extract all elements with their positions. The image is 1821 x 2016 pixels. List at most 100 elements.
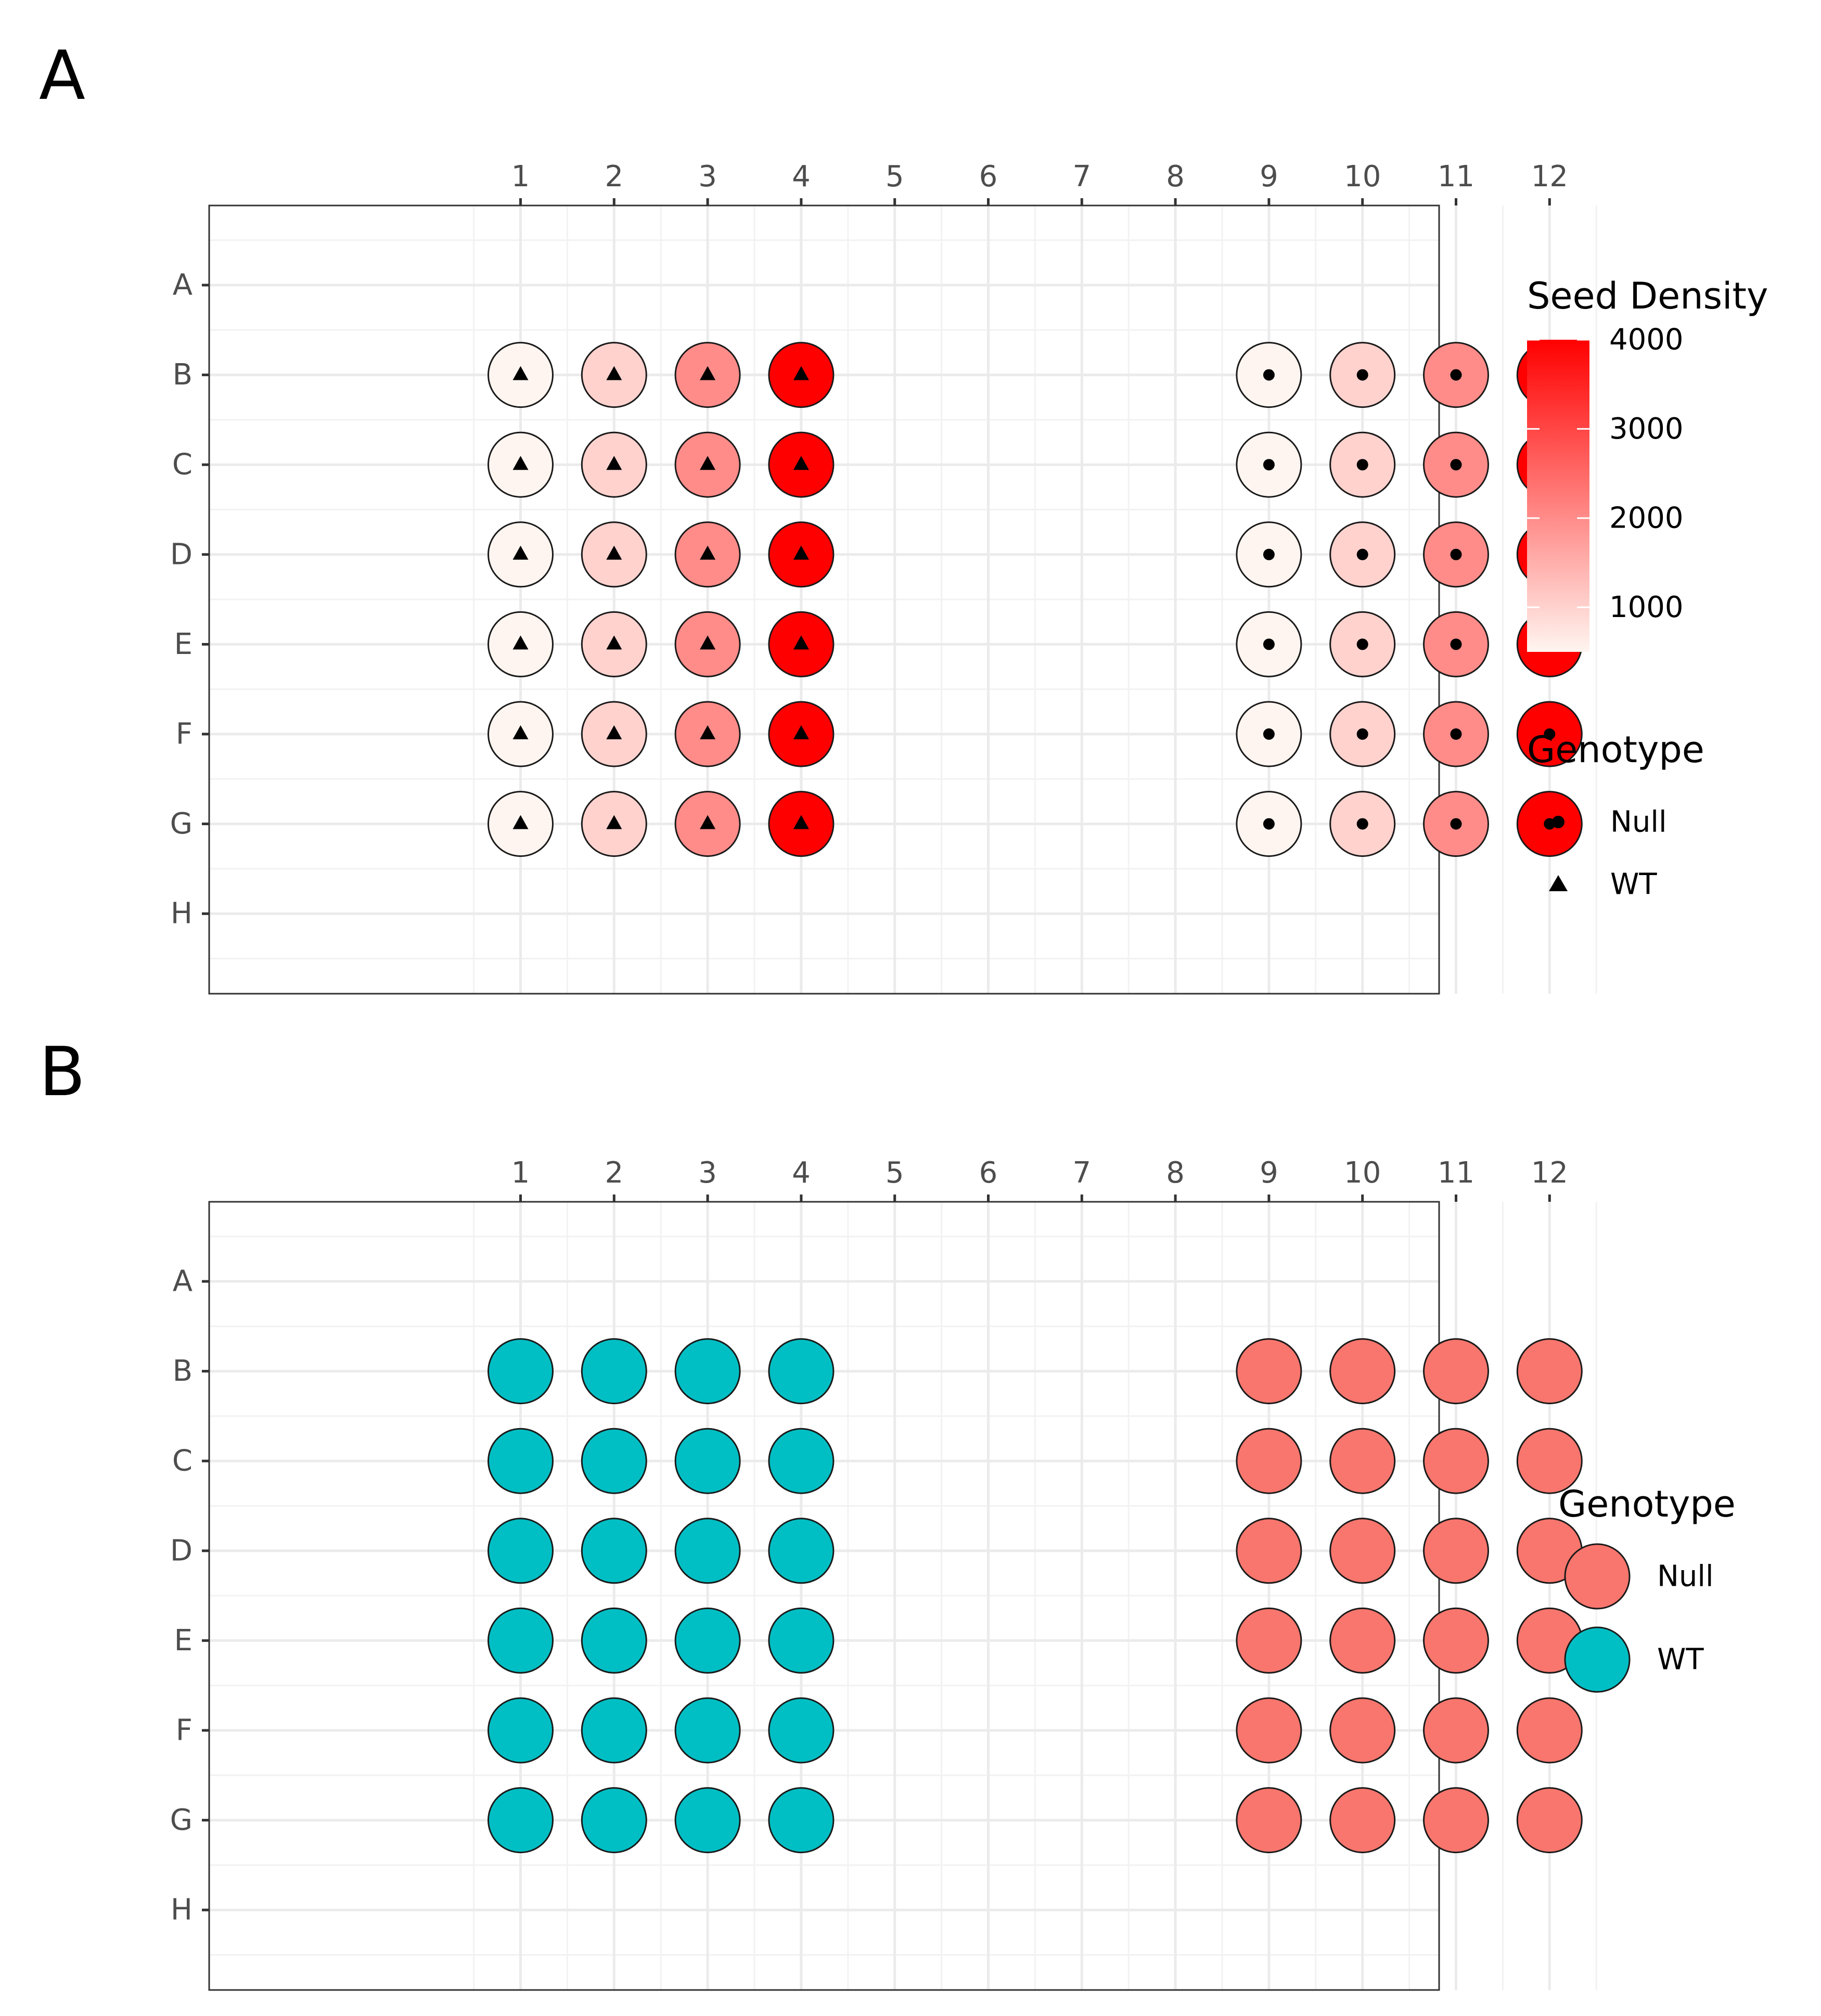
well-F12 bbox=[1516, 1697, 1583, 1764]
well-C3 bbox=[674, 1428, 741, 1494]
genotype-triangle-marker bbox=[606, 545, 622, 560]
well-F9 bbox=[1236, 1697, 1302, 1764]
genotype-triangle-marker bbox=[606, 366, 622, 380]
genotype-triangle-marker bbox=[606, 456, 622, 470]
y-tick-label: B bbox=[173, 1354, 193, 1388]
genotype-triangle-marker bbox=[793, 545, 809, 560]
genotype-triangle-marker bbox=[793, 366, 809, 380]
well-E3 bbox=[674, 1607, 741, 1674]
legend-key-wt bbox=[1564, 1626, 1631, 1693]
y-tick-label: D bbox=[170, 537, 193, 571]
y-tick-label: H bbox=[171, 1893, 193, 1927]
well-C12 bbox=[1516, 1428, 1583, 1494]
y-tick-label: D bbox=[170, 1534, 193, 1568]
well-G9 bbox=[1236, 1787, 1302, 1854]
well-B9 bbox=[1236, 1338, 1302, 1405]
x-tick-label: 3 bbox=[698, 1156, 717, 1190]
legend-title: Genotype bbox=[1527, 728, 1704, 771]
genotype-triangle-marker bbox=[512, 366, 529, 380]
legend-wt-triangle-key bbox=[1549, 875, 1568, 891]
genotype-triangle-marker bbox=[512, 815, 529, 829]
x-tick-label: 1 bbox=[511, 1156, 530, 1190]
x-tick-label: 9 bbox=[1260, 1156, 1278, 1190]
x-tick-label: 12 bbox=[1531, 160, 1568, 194]
y-tick-label: G bbox=[170, 1803, 193, 1837]
well-E2 bbox=[581, 1607, 647, 1674]
well-G3 bbox=[674, 1787, 741, 1854]
genotype-dot-marker bbox=[1450, 459, 1462, 471]
well-E9 bbox=[1236, 1607, 1302, 1674]
genotype-triangle-marker bbox=[793, 635, 809, 650]
genotype-triangle-marker bbox=[512, 456, 529, 470]
colorbar bbox=[1527, 340, 1589, 652]
x-tick-label: 6 bbox=[979, 1156, 998, 1190]
genotype-triangle-marker bbox=[512, 725, 529, 739]
genotype-triangle-marker bbox=[793, 725, 809, 739]
colorbar-label: 2000 bbox=[1609, 501, 1684, 535]
x-tick-label: 10 bbox=[1344, 160, 1381, 194]
well-B1 bbox=[488, 1338, 554, 1405]
genotype-dot-marker bbox=[1263, 638, 1275, 650]
genotype-dot-marker bbox=[1450, 369, 1462, 381]
genotype-triangle-marker bbox=[512, 545, 529, 560]
well-D2 bbox=[581, 1518, 647, 1584]
y-tick-label: B bbox=[173, 358, 193, 392]
y-tick-label: C bbox=[172, 1444, 193, 1478]
genotype-dot-marker bbox=[1544, 728, 1556, 740]
legend-title: Genotype bbox=[1558, 1483, 1736, 1525]
genotype-dot-marker bbox=[1356, 818, 1368, 830]
x-tick-label: 11 bbox=[1438, 160, 1474, 194]
well-F11 bbox=[1423, 1697, 1489, 1764]
genotype-dot-marker bbox=[1263, 459, 1275, 471]
genotype-dot-marker bbox=[1356, 459, 1368, 471]
genotype-triangle-marker bbox=[512, 635, 529, 650]
legend-key-null bbox=[1564, 1543, 1631, 1610]
y-tick-label: A bbox=[173, 1265, 193, 1299]
panel-label: A bbox=[39, 36, 85, 115]
genotype-triangle-marker bbox=[700, 366, 716, 380]
genotype-triangle-marker bbox=[700, 456, 716, 470]
well-G4 bbox=[768, 1787, 835, 1854]
genotype-dot-marker bbox=[1450, 818, 1462, 830]
well-B4 bbox=[768, 1338, 835, 1405]
well-C9 bbox=[1236, 1428, 1302, 1494]
x-tick-label: 6 bbox=[979, 160, 998, 194]
genotype-triangle-marker bbox=[606, 635, 622, 650]
y-tick-label: H bbox=[171, 897, 193, 931]
well-D3 bbox=[674, 1518, 741, 1584]
genotype-dot-marker bbox=[1263, 369, 1275, 381]
x-tick-label: 4 bbox=[792, 1156, 811, 1190]
plot-border bbox=[208, 204, 1440, 995]
genotype-dot-marker bbox=[1450, 638, 1462, 650]
y-tick-label: G bbox=[170, 807, 193, 841]
x-tick-label: 7 bbox=[1072, 1156, 1091, 1190]
genotype-triangle-marker bbox=[606, 815, 622, 829]
well-E4 bbox=[768, 1607, 835, 1674]
well-B11 bbox=[1423, 1338, 1489, 1405]
well-C4 bbox=[768, 1428, 835, 1494]
well-G11 bbox=[1423, 1787, 1489, 1854]
well-G1 bbox=[488, 1787, 554, 1854]
well-D9 bbox=[1236, 1518, 1302, 1584]
well-B12 bbox=[1516, 1338, 1583, 1405]
well-E11 bbox=[1423, 1607, 1489, 1674]
colorbar-label: 3000 bbox=[1609, 412, 1684, 446]
y-tick-label: C bbox=[172, 448, 193, 482]
x-tick-label: 11 bbox=[1438, 1156, 1474, 1190]
x-tick-label: 9 bbox=[1260, 160, 1278, 194]
well-F10 bbox=[1329, 1697, 1396, 1764]
y-tick-label: F bbox=[176, 1714, 193, 1748]
colorbar-label: 4000 bbox=[1609, 323, 1684, 357]
well-C2 bbox=[581, 1428, 647, 1494]
genotype-dot-marker bbox=[1356, 369, 1368, 381]
well-E10 bbox=[1329, 1607, 1396, 1674]
well-D4 bbox=[768, 1518, 835, 1584]
well-C1 bbox=[488, 1428, 554, 1494]
x-tick-label: 1 bbox=[511, 160, 530, 194]
genotype-dot-marker bbox=[1450, 548, 1462, 560]
legend-label: WT bbox=[1610, 868, 1657, 902]
x-tick-label: 2 bbox=[605, 1156, 623, 1190]
genotype-dot-marker bbox=[1356, 548, 1368, 560]
